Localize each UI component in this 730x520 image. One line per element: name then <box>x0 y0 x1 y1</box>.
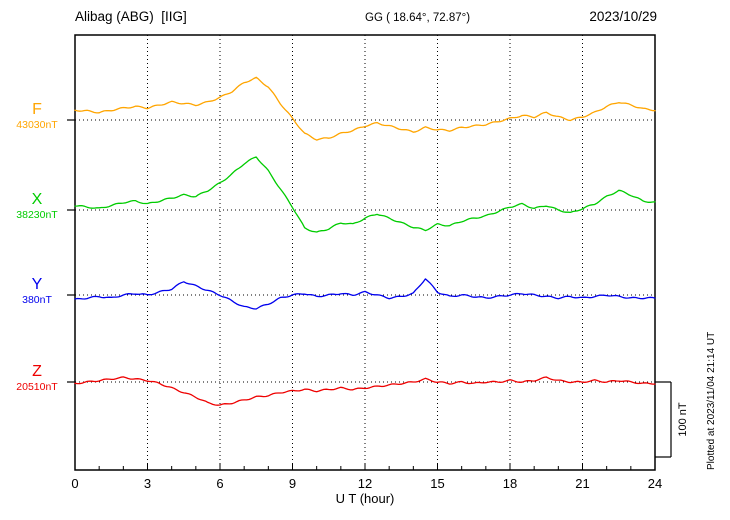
x-tick-label: 21 <box>575 476 589 491</box>
x-tick-label: 9 <box>289 476 296 491</box>
trace-F <box>74 76 656 141</box>
trace-Y <box>74 278 656 310</box>
trace-label-Z: Z 20510nT <box>4 363 70 394</box>
trace-baseline-value-Y: 380nT <box>22 294 52 306</box>
x-tick-label: 12 <box>358 476 372 491</box>
trace-label-F: F 43030nT <box>4 101 70 132</box>
trace-label-X: X 38230nT <box>4 191 70 222</box>
x-tick-label: 24 <box>648 476 662 491</box>
trace-X <box>74 156 656 233</box>
trace-letter-Y: Y <box>31 276 43 293</box>
x-tick-label: 3 <box>144 476 151 491</box>
scale-bar-label: 100 nT <box>677 402 689 437</box>
x-tick-label: 15 <box>430 476 444 491</box>
x-tick-label: 0 <box>71 476 78 491</box>
geographic-coords: GG ( 18.64°, 72.87°) <box>365 12 471 24</box>
plotted-at-note: Plotted at 2023/11/04 21:14 UT <box>706 332 717 470</box>
x-tick-label: 18 <box>503 476 517 491</box>
plot-date: 2023/10/29 <box>589 9 657 24</box>
trace-Z <box>74 376 656 406</box>
station-title: Alibag (ABG) [IIG] <box>75 9 187 24</box>
trace-baseline-value-F: 43030nT <box>16 119 58 131</box>
trace-letter-Z: Z <box>32 363 42 380</box>
trace-label-Y: Y 380nT <box>4 276 70 307</box>
x-tick-label: 6 <box>216 476 223 491</box>
x-axis-label: U T (hour) <box>335 491 395 506</box>
trace-letter-X: X <box>31 191 43 208</box>
trace-baseline-value-Z: 20510nT <box>16 381 58 393</box>
trace-letter-F: F <box>32 101 42 118</box>
plot-border <box>74 34 656 471</box>
trace-baseline-value-X: 38230nT <box>16 209 58 221</box>
